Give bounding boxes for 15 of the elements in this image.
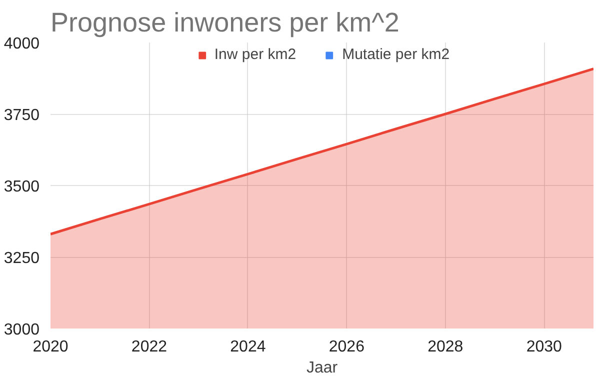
legend-label: Inw per km2 <box>214 46 296 63</box>
x-tick-label: 2024 <box>230 338 266 356</box>
chart-title: Prognose inwoners per km^2 <box>50 8 400 38</box>
y-tick-label: 3500 <box>4 178 40 196</box>
x-tick-label: 2030 <box>526 338 562 356</box>
legend-label: Mutatie per km2 <box>342 46 450 63</box>
y-tick-label: 3000 <box>4 322 40 338</box>
x-tick-label: 2028 <box>428 338 464 356</box>
x-tick-label: 2020 <box>32 338 68 356</box>
y-tick-label: 4000 <box>4 36 40 52</box>
x-axis-title: Jaar <box>306 360 338 376</box>
x-tick-label: 2022 <box>131 338 168 356</box>
y-tick-label: 3250 <box>4 250 40 267</box>
x-tick-label: 2026 <box>328 338 365 356</box>
y-tick-label: 3750 <box>4 107 40 124</box>
